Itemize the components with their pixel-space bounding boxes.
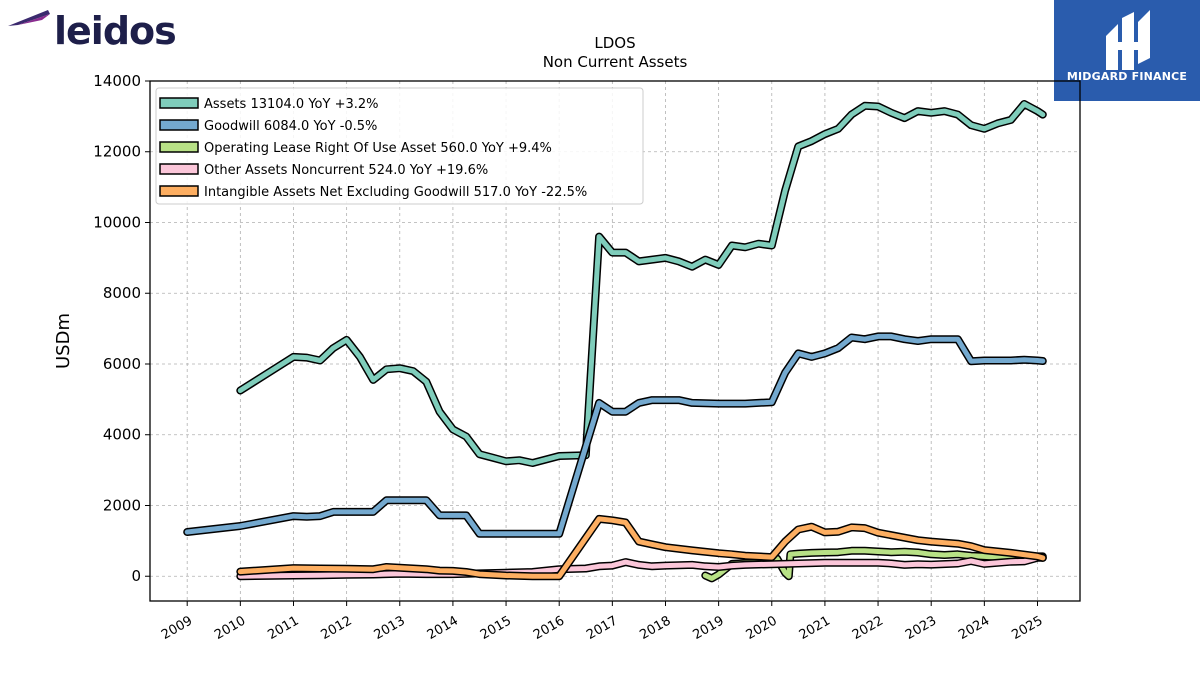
y-tick-label-4: 8000 [103,284,141,302]
y-axis: 0 2000 4000 6000 8000 10000 12000 14000 [93,72,150,585]
legend-label-4: Intangible Assets Net Excluding Goodwill… [204,185,587,200]
midgard-finance-brand: MIDGARD FINANCE [1054,0,1200,101]
y-tick-label-0: 0 [131,567,141,585]
x-tick-label-3: 2012 [318,613,354,643]
legend-frame [155,87,644,205]
legend-label-1: Goodwill 6084.0 YoY -0.5% [204,119,377,134]
legend-swatch-1 [159,119,199,131]
y-tick-label-6: 12000 [93,143,141,161]
chart-grid [150,80,1080,601]
legend-swatch-2 [159,141,199,153]
legend-label-0: Assets 13104.0 YoY +3.2% [204,97,379,112]
x-tick-label-16: 2025 [1009,613,1045,643]
x-tick-label-5: 2014 [425,613,461,643]
x-axis: 2009 2010 2011 2012 2013 2014 2015 2016 2017 2018… [159,601,1045,643]
series-line-4 [237,516,1046,579]
x-tick-label-13: 2022 [850,613,886,643]
x-tick-label-6: 2015 [478,613,514,643]
leidos-logo: leidos [8,9,177,53]
x-tick-label-12: 2021 [797,613,833,643]
series-line-1 [184,333,1046,537]
legend-swatch-4 [159,185,199,197]
x-tick-label-10: 2019 [690,613,726,643]
y-tick-label-1: 2000 [103,496,141,514]
x-tick-label-0: 2009 [159,613,195,643]
leidos-swoosh-accent-icon [18,14,50,25]
legend: Assets 13104.0 YoY +3.2% Goodwill 6084.0 … [155,87,644,205]
x-tick-label-4: 2013 [372,613,408,643]
y-tick-label-3: 6000 [103,355,141,373]
y-tick-label-7: 14000 [93,72,141,90]
midgard-finance-logo-icon [1106,10,1150,70]
x-tick-label-8: 2017 [584,613,620,643]
x-tick-label-14: 2023 [903,613,939,643]
y-tick-label-2: 4000 [103,426,141,444]
leidos-swoosh-icon [8,10,50,26]
y-axis-label: USDm [53,313,74,369]
legend-label-3: Other Assets Noncurrent 524.0 YoY +19.6% [204,163,488,178]
y-tick-label-5: 10000 [93,213,141,231]
x-tick-label-7: 2016 [531,613,567,643]
x-tick-label-1: 2010 [212,613,248,643]
leidos-wordmark: leidos [54,9,176,53]
legend-swatch-0 [159,97,199,109]
midgard-finance-label: MIDGARD FINANCE [1066,70,1188,83]
series-line-0 [237,101,1046,466]
legend-swatch-3 [159,163,199,175]
plot-area-frame [149,80,1081,602]
legend-label-2: Operating Lease Right Of Use Asset 560.0… [204,141,552,156]
x-tick-label-2: 2011 [265,613,301,643]
chart-subtitle: Non Current Assets [543,53,688,71]
x-tick-label-15: 2024 [956,613,992,643]
x-tick-label-9: 2018 [637,613,673,643]
x-tick-label-11: 2020 [744,613,780,643]
chart-series [183,100,1047,583]
chart-title: LDOS [594,34,635,52]
